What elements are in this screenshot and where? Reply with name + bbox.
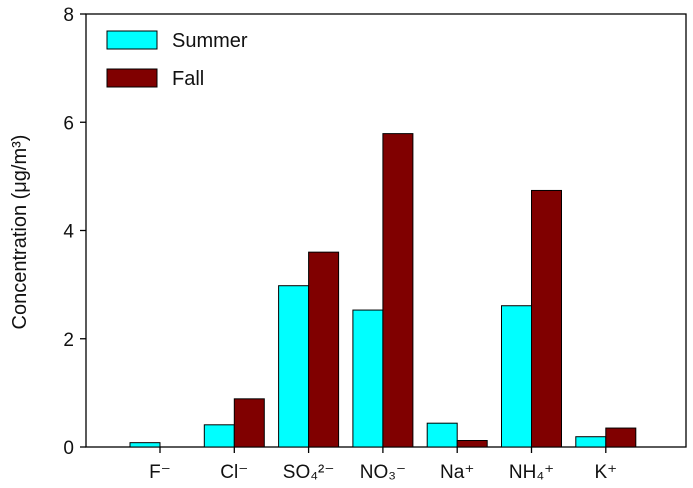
- bar-summer: [426, 422, 458, 448]
- plot-area: 0 2 4 6 8 F⁻ Cl⁻ SO₄²⁻ NO₃⁻ Na⁺ NH₄⁺ K⁺ Summer Fall: [63, 5, 687, 483]
- bar-summer: [129, 442, 161, 448]
- y-tick-label: 2: [63, 330, 74, 351]
- bar-summer: [501, 305, 532, 448]
- x-tick-label: NH₄⁺: [509, 462, 554, 483]
- bar-summer: [278, 285, 310, 448]
- x-tick-label: NO₃⁻: [360, 462, 406, 483]
- bar-fall: [308, 251, 340, 448]
- bar-summer: [575, 436, 607, 448]
- x-tick-label: F⁻: [149, 462, 171, 483]
- bar-summer: [352, 309, 384, 448]
- bar-fall: [605, 427, 637, 448]
- x-tick-label: K⁺: [594, 462, 617, 483]
- y-tick-label: 6: [63, 113, 74, 134]
- legend-label: Summer: [172, 30, 248, 52]
- bar-fall: [233, 398, 265, 448]
- x-tick-label: SO₄²⁻: [283, 462, 335, 483]
- legend-swatch: [106, 30, 158, 50]
- bar-summer: [203, 424, 235, 448]
- bar-fall: [382, 133, 414, 448]
- x-tick-label: Cl⁻: [220, 462, 248, 483]
- y-tick-label: 8: [63, 5, 74, 26]
- x-tick-label: Na⁺: [440, 462, 474, 483]
- y-tick-label: 0: [63, 438, 74, 459]
- y-axis-label: Concentration (μg/m³): [9, 135, 31, 330]
- bar-fall: [531, 189, 562, 448]
- bar-fall: [456, 440, 488, 448]
- legend-label: Fall: [172, 68, 204, 90]
- y-tick-label: 4: [63, 222, 74, 243]
- legend-swatch: [106, 68, 158, 88]
